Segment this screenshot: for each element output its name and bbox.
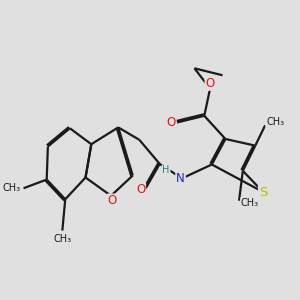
Text: O: O xyxy=(108,194,117,208)
Text: CH₃: CH₃ xyxy=(2,183,20,193)
Text: CH₃: CH₃ xyxy=(54,234,72,244)
Text: CH₃: CH₃ xyxy=(266,117,284,127)
Text: S: S xyxy=(259,185,267,199)
Text: N: N xyxy=(176,172,185,185)
Text: O: O xyxy=(136,183,145,196)
Text: O: O xyxy=(206,77,215,90)
Text: CH₃: CH₃ xyxy=(241,198,259,208)
Text: O: O xyxy=(166,116,175,129)
Text: H: H xyxy=(162,165,170,175)
